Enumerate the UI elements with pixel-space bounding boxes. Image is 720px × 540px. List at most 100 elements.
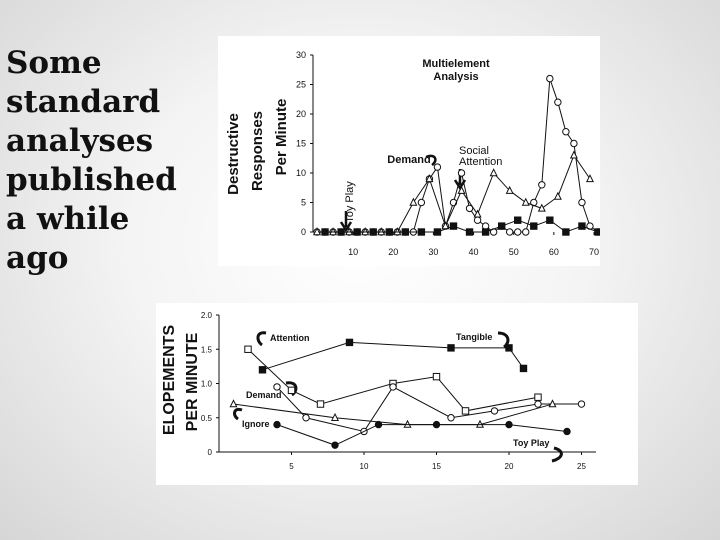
- data-point: [554, 98, 562, 106]
- data-point: [505, 185, 514, 194]
- annotation-analysis: Analysis: [433, 71, 478, 83]
- data-point: [385, 228, 393, 236]
- y-tick-label: 1.0: [201, 380, 213, 389]
- data-point: [345, 338, 354, 347]
- data-point: [353, 228, 361, 236]
- data-point: [417, 198, 426, 207]
- title-line: standard: [6, 84, 161, 120]
- x-tick-label: 70: [589, 247, 599, 257]
- y-tick-label: 15: [296, 139, 306, 149]
- attention-arrow-icon: [256, 331, 267, 347]
- data-point: [465, 204, 474, 213]
- data-point: [473, 209, 482, 218]
- ignore-arrow-icon: [233, 407, 243, 421]
- toy-play-arrow-icon: [551, 446, 563, 463]
- data-point: [570, 139, 578, 148]
- multielement-chart: Destructive Responses Per Minute Multiel…: [225, 50, 600, 257]
- data-point: [569, 150, 578, 159]
- data-point: [562, 228, 570, 236]
- data-point: [577, 400, 586, 408]
- data-point: [337, 228, 345, 236]
- data-point: [534, 393, 542, 401]
- data-point: [313, 227, 322, 236]
- data-point: [521, 197, 530, 206]
- x-tick-label: 20: [388, 247, 398, 257]
- data-point: [374, 420, 383, 429]
- y-tick-label: 2.0: [201, 311, 213, 320]
- data-point: [425, 174, 434, 183]
- title-line: a while: [6, 201, 130, 237]
- data-point: [489, 168, 498, 177]
- x-tick-label: 50: [509, 247, 519, 257]
- x-tick-label: 40: [469, 247, 479, 257]
- data-point: [481, 228, 490, 236]
- x-tick-label: 30: [428, 247, 438, 257]
- title-line: published: [6, 162, 177, 198]
- data-point: [316, 400, 325, 408]
- legend-label-toy-play: Toy Play: [513, 438, 549, 448]
- title-line: Some: [6, 45, 102, 81]
- y-axis-label-line: Responses: [249, 111, 266, 191]
- data-point: [465, 228, 474, 236]
- elopements-chart-figure: ELOPEMENTS PER MINUTE Attention Tangible…: [156, 303, 638, 485]
- data-point: [330, 412, 340, 421]
- data-point: [497, 222, 506, 230]
- data-point: [433, 228, 442, 236]
- legend-label-attention: Attention: [270, 333, 310, 343]
- x-tick-label: 10: [348, 247, 358, 257]
- y-tick-label: 25: [296, 80, 306, 90]
- data-point: [514, 228, 522, 236]
- slide-title: Some standard analyses published a while…: [6, 44, 206, 278]
- data-point: [534, 400, 542, 408]
- data-point: [553, 191, 562, 200]
- data-point: [548, 399, 557, 408]
- data-point: [287, 386, 296, 395]
- data-point: [530, 222, 538, 230]
- x-tick-label: 60: [549, 247, 559, 257]
- y-axis-label-line: Destructive: [225, 113, 242, 195]
- annotation-social: Social: [459, 145, 489, 157]
- x-tick-label: 10: [360, 462, 369, 471]
- legend-label-tangible: Tangible: [456, 332, 492, 342]
- x-tick-label: 15: [432, 462, 441, 471]
- series-line-4: [276, 424, 568, 446]
- data-point: [578, 222, 586, 230]
- series-line-1: [262, 341, 524, 371]
- y-axis-label-line: ELOPEMENTS: [161, 325, 178, 436]
- y-tick-label: 1.5: [201, 345, 213, 354]
- data-point: [505, 228, 514, 236]
- data-point: [244, 345, 252, 353]
- data-point: [369, 228, 377, 236]
- data-point: [258, 366, 267, 374]
- data-point: [321, 228, 329, 236]
- data-point: [432, 372, 441, 381]
- y-tick-label: 0.5: [201, 414, 213, 423]
- elopements-chart: ELOPEMENTS PER MINUTE Attention Tangible…: [161, 311, 596, 471]
- y-axis-label-line: PER MINUTE: [184, 332, 201, 431]
- data-point: [490, 407, 499, 415]
- annotation-demand: Demand: [387, 154, 430, 166]
- series-line-2: [276, 386, 582, 433]
- data-point: [273, 383, 281, 391]
- data-point: [447, 414, 455, 422]
- data-point: [546, 74, 554, 83]
- annotation-multielement: Multielement: [422, 58, 490, 70]
- y-tick-label: 20: [296, 109, 306, 119]
- data-point: [473, 216, 482, 224]
- data-point: [401, 228, 410, 236]
- y-tick-label: 10: [296, 168, 306, 178]
- data-point: [447, 344, 455, 352]
- data-point: [538, 181, 546, 189]
- data-point: [522, 228, 530, 236]
- data-point: [389, 383, 397, 391]
- data-point: [273, 420, 281, 429]
- y-tick-label: 0: [301, 227, 306, 237]
- series-line-3: [233, 403, 553, 426]
- data-point: [229, 399, 238, 408]
- demand-arrow-icon: [425, 154, 437, 167]
- legend-label-demand: Demand: [246, 390, 282, 400]
- data-point: [514, 216, 522, 224]
- data-point: [537, 203, 546, 212]
- x-tick-label: 25: [577, 462, 586, 471]
- data-point: [562, 128, 570, 136]
